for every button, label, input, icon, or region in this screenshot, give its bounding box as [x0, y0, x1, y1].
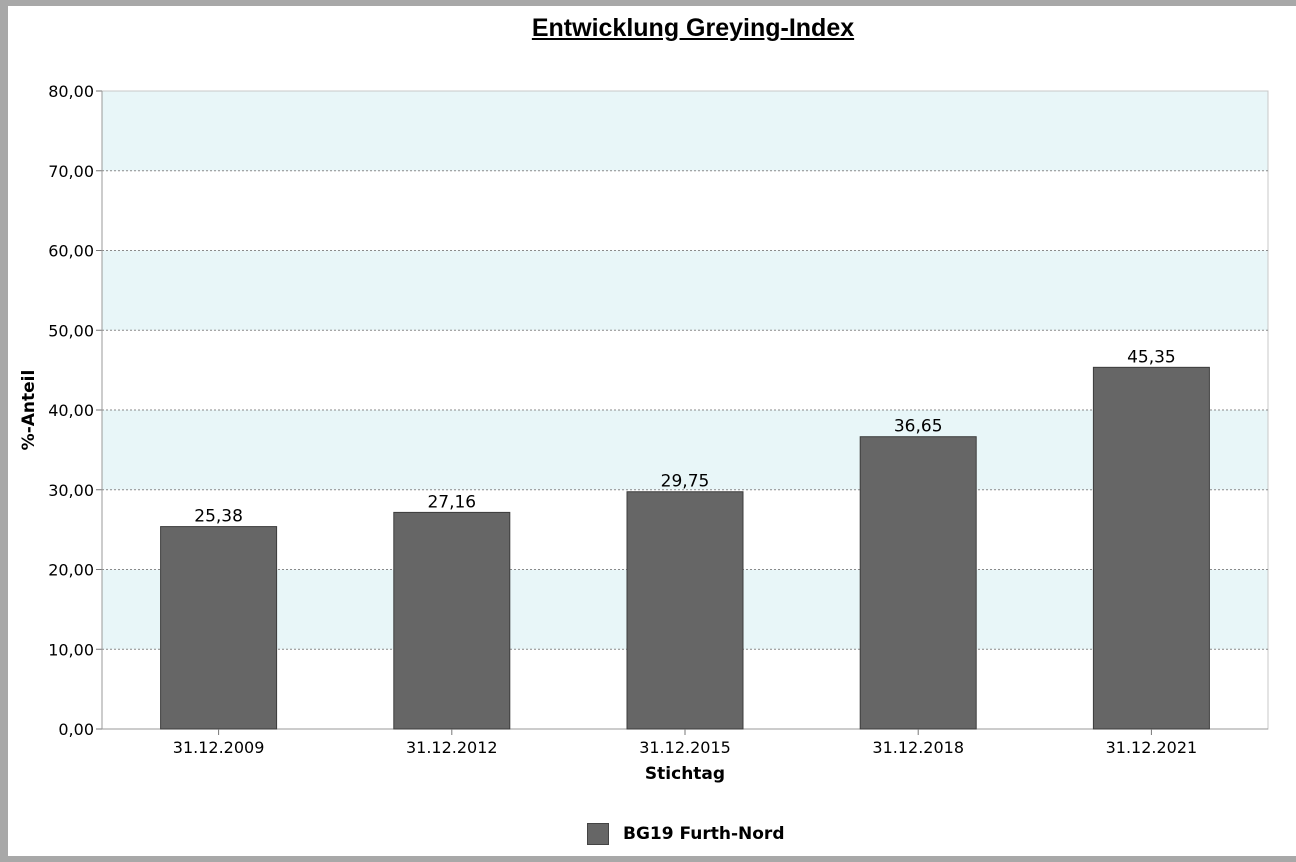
- legend: BG19 Furth-Nord: [587, 822, 784, 846]
- grid-band: [102, 91, 1268, 171]
- bar: [1092, 366, 1210, 730]
- y-axis-title: %-Anteil: [19, 370, 39, 451]
- data-label: 29,75: [661, 472, 710, 492]
- y-tick-label: 60,00: [48, 242, 94, 261]
- data-label: 25,38: [194, 507, 243, 527]
- y-tick-label: 50,00: [48, 321, 94, 340]
- y-tick-label: 80,00: [48, 82, 94, 101]
- bar: [160, 526, 278, 730]
- x-axis-title: Stichtag: [645, 764, 725, 784]
- y-tick-label: 20,00: [48, 561, 94, 580]
- data-label: 27,16: [427, 492, 476, 512]
- bar: [393, 511, 511, 730]
- bar: [626, 491, 744, 730]
- grid-band: [102, 250, 1268, 331]
- legend-label: BG19 Furth-Nord: [623, 824, 785, 844]
- x-tick-label: 31.12.2012: [406, 738, 498, 757]
- bar-chart: 0,00 10,00 20,00 30,00 40,00 50,00 60,00 70,00 8…: [19, 82, 1269, 784]
- grid-band: [102, 410, 1268, 490]
- legend-swatch: [587, 823, 609, 845]
- x-tick-label: 31.12.2018: [872, 738, 964, 757]
- bar: [859, 436, 977, 730]
- chart-title: Entwicklung Greying-Index: [531, 14, 855, 42]
- y-tick-label: 0,00: [58, 720, 94, 739]
- y-tick-label: 10,00: [48, 640, 94, 659]
- y-tick-label: 30,00: [48, 481, 94, 500]
- y-tick-label: 70,00: [48, 162, 94, 181]
- x-tick-label: 31.12.2009: [173, 738, 265, 757]
- x-tick-label: 31.12.2015: [639, 738, 731, 757]
- y-tick-label: 40,00: [48, 401, 94, 420]
- x-tick-label: 31.12.2021: [1106, 738, 1198, 757]
- data-label: 45,35: [1127, 347, 1176, 367]
- data-label: 36,65: [894, 417, 943, 437]
